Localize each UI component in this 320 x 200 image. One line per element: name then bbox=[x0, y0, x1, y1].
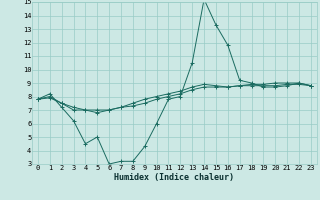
X-axis label: Humidex (Indice chaleur): Humidex (Indice chaleur) bbox=[115, 173, 234, 182]
